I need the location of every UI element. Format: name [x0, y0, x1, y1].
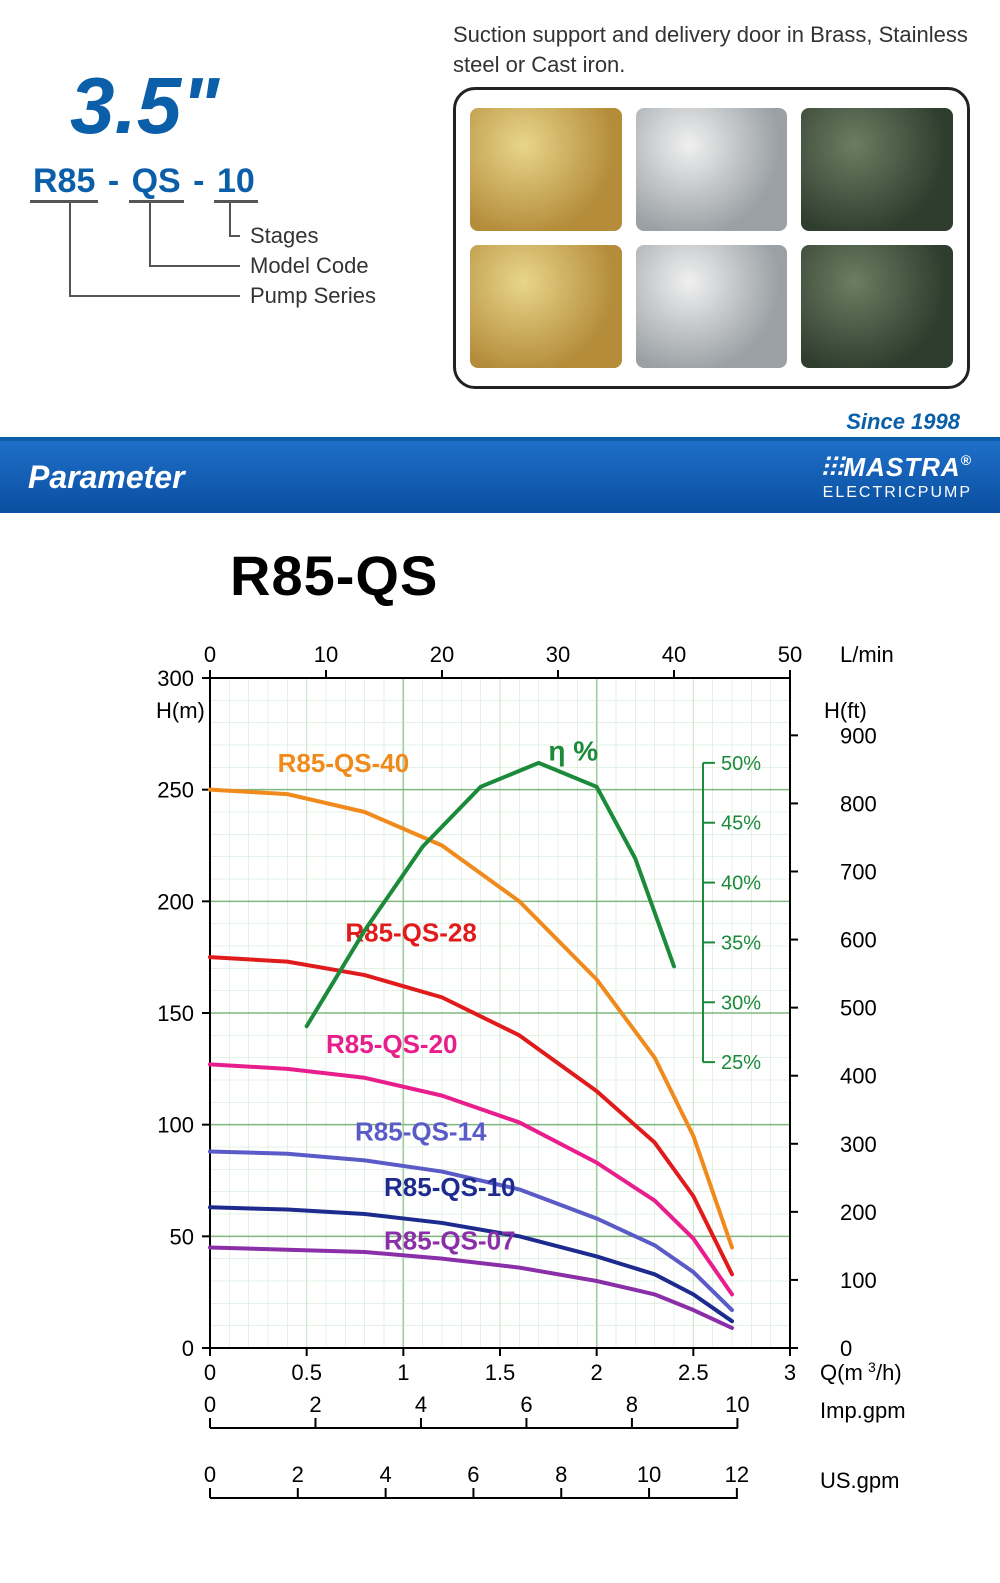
svg-text:η %: η %	[548, 736, 598, 767]
svg-text:600: 600	[840, 928, 877, 953]
parts-panel: Suction support and delivery door in Bra…	[453, 20, 970, 389]
svg-text:25%: 25%	[721, 1053, 761, 1075]
parameter-banner: Parameter ⫶⫶⫶MASTRA® ELECTRICPUMP	[0, 441, 1000, 513]
svg-text:Q(m: Q(m	[820, 1360, 863, 1385]
svg-text:US.gpm: US.gpm	[820, 1468, 899, 1493]
svg-text:45%: 45%	[721, 813, 761, 835]
svg-text:2: 2	[309, 1392, 321, 1417]
svg-text:300: 300	[157, 666, 194, 691]
legend-series: Pump Series	[250, 283, 376, 309]
part-steel-cap	[636, 108, 788, 231]
chart-section: R85-QS 01020304050L/min05010015020025030…	[0, 513, 1000, 1583]
pump-size: 3.5"	[70, 60, 453, 152]
svg-text:8: 8	[626, 1392, 638, 1417]
svg-text:2: 2	[591, 1360, 603, 1385]
svg-text:4: 4	[415, 1392, 427, 1417]
svg-text:Imp.gpm: Imp.gpm	[820, 1398, 906, 1423]
svg-text:0: 0	[204, 1392, 216, 1417]
svg-text:8: 8	[555, 1462, 567, 1487]
svg-text:R85-QS-10: R85-QS-10	[384, 1173, 516, 1203]
svg-text:0: 0	[204, 1462, 216, 1487]
brand-logo: ⫶⫶⫶MASTRA®	[821, 452, 972, 484]
reg-mark: ®	[961, 452, 972, 468]
brand-sub: ELECTRICPUMP	[821, 484, 972, 502]
svg-text:40%: 40%	[721, 873, 761, 895]
banner-title: Parameter	[28, 459, 185, 496]
legend-stages: Stages	[250, 223, 319, 249]
svg-text:1.5: 1.5	[485, 1360, 516, 1385]
svg-text:300: 300	[840, 1132, 877, 1157]
svg-text:20: 20	[430, 642, 454, 667]
svg-text:50: 50	[170, 1225, 194, 1250]
brand-block: ⫶⫶⫶MASTRA® ELECTRICPUMP	[821, 452, 972, 502]
svg-text:250: 250	[157, 778, 194, 803]
svg-text:800: 800	[840, 792, 877, 817]
svg-text:0: 0	[182, 1336, 194, 1361]
svg-text:L/min: L/min	[840, 642, 894, 667]
svg-text:R85-QS-14: R85-QS-14	[355, 1117, 487, 1147]
parts-caption: Suction support and delivery door in Bra…	[453, 20, 970, 79]
parts-grid	[453, 87, 970, 389]
svg-text:0.5: 0.5	[291, 1360, 322, 1385]
svg-text:0: 0	[204, 1360, 216, 1385]
svg-text:400: 400	[840, 1064, 877, 1089]
svg-text:30%: 30%	[721, 993, 761, 1015]
svg-text:200: 200	[840, 1200, 877, 1225]
part-iron-cage	[801, 245, 953, 368]
svg-text:6: 6	[520, 1392, 532, 1417]
model-code-example: R85 - QS - 10	[30, 162, 453, 201]
legend-connector-lines	[30, 201, 450, 321]
svg-text:50: 50	[778, 642, 802, 667]
svg-text:2: 2	[292, 1462, 304, 1487]
svg-text:R85-QS-07: R85-QS-07	[384, 1226, 516, 1256]
svg-text:0: 0	[840, 1336, 852, 1361]
svg-text:10: 10	[637, 1462, 661, 1487]
chart-title: R85-QS	[230, 543, 1000, 608]
svg-text:50%: 50%	[721, 753, 761, 775]
svg-text:500: 500	[840, 996, 877, 1021]
svg-text:35%: 35%	[721, 933, 761, 955]
svg-text:R85-QS-40: R85-QS-40	[278, 748, 410, 778]
svg-text:10: 10	[725, 1392, 749, 1417]
svg-text:/h): /h)	[876, 1360, 902, 1385]
brand-logo-text: MASTRA	[843, 452, 960, 482]
svg-text:2.5: 2.5	[678, 1360, 709, 1385]
svg-text:12: 12	[725, 1462, 749, 1487]
svg-text:3: 3	[868, 1359, 876, 1375]
svg-text:6: 6	[467, 1462, 479, 1487]
svg-text:0: 0	[204, 642, 216, 667]
svg-text:40: 40	[662, 642, 686, 667]
svg-text:150: 150	[157, 1001, 194, 1026]
legend-model: Model Code	[250, 253, 369, 279]
naming-scheme: 3.5" R85 - QS - 10 Stages Model Code Pum…	[30, 20, 453, 389]
model-part-code: QS	[129, 162, 184, 203]
part-brass-cage	[470, 245, 622, 368]
svg-text:4: 4	[379, 1462, 391, 1487]
since-label: Since 1998	[0, 399, 1000, 441]
top-section: 3.5" R85 - QS - 10 Stages Model Code Pum…	[0, 0, 1000, 399]
svg-text:200: 200	[157, 890, 194, 915]
svg-text:30: 30	[546, 642, 570, 667]
svg-text:900: 900	[840, 724, 877, 749]
performance-chart: 01020304050L/min050100150200250300H(m)01…	[0, 618, 1000, 1538]
svg-text:700: 700	[840, 860, 877, 885]
model-legend: Stages Model Code Pump Series	[30, 201, 453, 321]
part-steel-cage	[636, 245, 788, 368]
svg-text:H(m): H(m)	[156, 698, 205, 723]
svg-text:100: 100	[157, 1113, 194, 1138]
model-part-stages: 10	[214, 162, 258, 203]
svg-text:10: 10	[314, 642, 338, 667]
svg-text:100: 100	[840, 1268, 877, 1293]
svg-text:3: 3	[784, 1360, 796, 1385]
part-iron-cap	[801, 108, 953, 231]
part-brass-cap	[470, 108, 622, 231]
svg-text:H(ft): H(ft)	[824, 698, 867, 723]
svg-text:1: 1	[397, 1360, 409, 1385]
model-part-series: R85	[30, 162, 98, 203]
svg-text:R85-QS-20: R85-QS-20	[326, 1030, 458, 1060]
